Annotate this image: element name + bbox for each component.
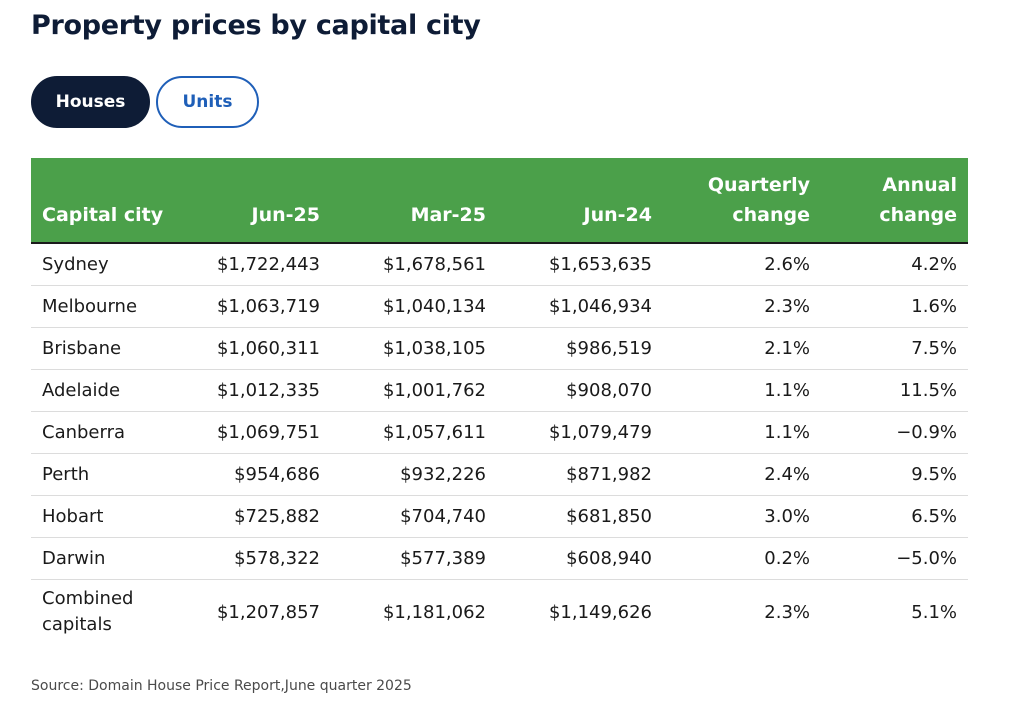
mar-25-cell: $1,038,105 (331, 327, 497, 370)
city-cell: Sydney (31, 243, 183, 286)
houses-toggle-button[interactable]: Houses (31, 76, 150, 128)
jun-24-cell: $1,079,479 (497, 411, 663, 454)
column-header-mar-25: Mar-25 (331, 158, 497, 244)
table-row: Darwin $578,322 $577,389 $608,940 0.2% −5.0% (31, 537, 968, 580)
jun-25-cell: $1,207,857 (216, 601, 320, 623)
jun-24-cell: $1,653,635 (497, 243, 663, 286)
table-row: Combined capitals $1,207,857 $1,181,062 $1,… (31, 580, 968, 645)
mar-25-cell: $577,389 (331, 537, 497, 580)
mar-25-cell: $1,040,134 (331, 285, 497, 328)
mar-25-cell: $932,226 (331, 453, 497, 496)
annual-change-cell: 5.1% (911, 601, 957, 623)
quarterly-change-cell: 2.6% (663, 243, 821, 286)
annual-change-cell: −0.9% (821, 411, 968, 454)
quarterly-change-cell: 2.4% (663, 453, 821, 496)
column-header-capital-city: Capital city (31, 158, 183, 244)
quarterly-change-cell: 2.1% (663, 327, 821, 370)
city-cell: Combined capitals (42, 588, 134, 635)
units-toggle-button[interactable]: Units (156, 76, 259, 128)
jun-24-cell: $1,149,626 (548, 601, 652, 623)
city-cell: Melbourne (31, 285, 183, 328)
table-row: Perth $954,686 $932,226 $871,982 2.4% 9.5% (31, 453, 968, 496)
jun-25-cell: $1,012,335 (183, 369, 331, 412)
mar-25-cell: $704,740 (331, 495, 497, 538)
page-title: Property prices by capital city (31, 10, 481, 41)
jun-25-cell: $725,882 (183, 495, 331, 538)
quarterly-change-cell: 0.2% (663, 537, 821, 580)
mar-25-cell: $1,057,611 (331, 411, 497, 454)
city-cell: Hobart (31, 495, 183, 538)
column-header-jun-25: Jun-25 (183, 158, 331, 244)
annual-change-cell: 11.5% (821, 369, 968, 412)
city-cell: Brisbane (31, 327, 183, 370)
jun-25-cell: $1,063,719 (183, 285, 331, 328)
jun-25-cell: $578,322 (183, 537, 331, 580)
jun-24-cell: $986,519 (497, 327, 663, 370)
jun-25-cell: $1,069,751 (183, 411, 331, 454)
quarterly-change-cell: 2.3% (764, 601, 810, 623)
city-cell: Adelaide (31, 369, 183, 412)
jun-24-cell: $871,982 (497, 453, 663, 496)
annual-change-cell: −5.0% (821, 537, 968, 580)
table-header-row: Capital city Jun-25 Mar-25 Jun-24 Quarte… (31, 158, 968, 244)
table-row: Melbourne $1,063,719 $1,040,134 $1,046,934 2… (31, 285, 968, 328)
quarterly-change-cell: 3.0% (663, 495, 821, 538)
annual-change-cell: 6.5% (821, 495, 968, 538)
table-row: Sydney $1,722,443 $1,678,561 $1,653,635 2.6%… (31, 243, 968, 286)
column-header-annual-change: Annual change (821, 158, 968, 244)
mar-25-cell: $1,001,762 (331, 369, 497, 412)
table-row: Adelaide $1,012,335 $1,001,762 $908,070 1.1%… (31, 369, 968, 412)
jun-24-cell: $908,070 (497, 369, 663, 412)
annual-change-cell: 9.5% (821, 453, 968, 496)
quarterly-change-cell: 1.1% (663, 411, 821, 454)
mar-25-cell: $1,678,561 (331, 243, 497, 286)
city-cell: Darwin (31, 537, 183, 580)
jun-24-cell: $608,940 (497, 537, 663, 580)
table-row: Hobart $725,882 $704,740 $681,850 3.0% 6.5% (31, 495, 968, 538)
jun-25-cell: $1,060,311 (183, 327, 331, 370)
quarterly-change-cell: 1.1% (663, 369, 821, 412)
mar-25-cell: $1,181,062 (382, 601, 486, 623)
table-row: Canberra $1,069,751 $1,057,611 $1,079,479 1.… (31, 411, 968, 454)
jun-24-cell: $681,850 (497, 495, 663, 538)
jun-24-cell: $1,046,934 (497, 285, 663, 328)
annual-change-cell: 1.6% (821, 285, 968, 328)
city-cell: Perth (31, 453, 183, 496)
city-cell: Canberra (31, 411, 183, 454)
jun-25-cell: $1,722,443 (183, 243, 331, 286)
quarterly-change-cell: 2.3% (663, 285, 821, 328)
table-row: Brisbane $1,060,311 $1,038,105 $986,519 2.1%… (31, 327, 968, 370)
property-prices-table: Capital city Jun-25 Mar-25 Jun-24 Quarte… (31, 158, 968, 644)
column-header-quarterly-change: Quarterly change (663, 158, 821, 244)
table-body: Sydney $1,722,443 $1,678,561 $1,653,635 2.6%… (31, 243, 968, 644)
column-header-jun-24: Jun-24 (497, 158, 663, 244)
annual-change-cell: 4.2% (821, 243, 968, 286)
jun-25-cell: $954,686 (183, 453, 331, 496)
annual-change-cell: 7.5% (821, 327, 968, 370)
source-note: Source: Domain House Price Report,June q… (31, 678, 412, 694)
